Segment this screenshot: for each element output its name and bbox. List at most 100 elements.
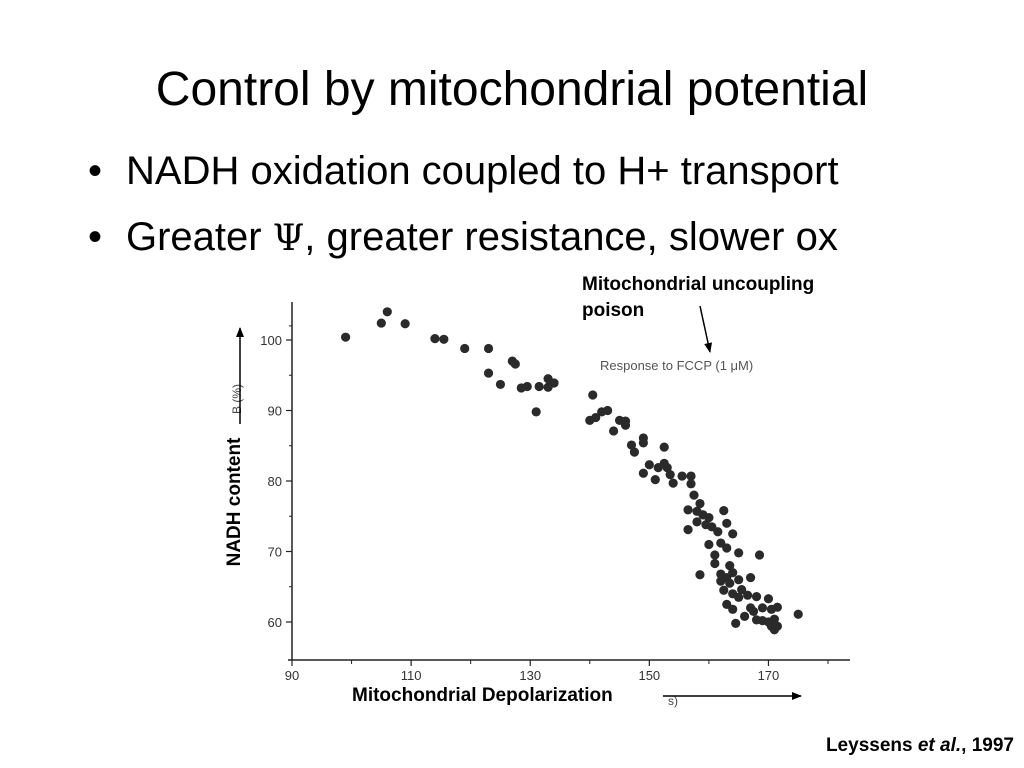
citation-etal: et al. <box>917 735 962 756</box>
data-point <box>722 543 732 553</box>
data-point <box>626 440 637 450</box>
citation-author: Leyssens <box>825 735 918 756</box>
data-point <box>483 343 494 354</box>
data-point <box>704 513 714 523</box>
data-point <box>638 468 648 478</box>
x-tick-label: 90 <box>285 668 299 683</box>
data-point <box>588 390 598 400</box>
chart-ticks: 60 70 80 90 100 90 110 130 150 170 <box>260 325 829 683</box>
data-point <box>483 368 494 378</box>
data-point <box>793 609 803 619</box>
citation: Leyssens et al., 1997 <box>826 735 1014 757</box>
bullet-text: Greater <box>126 215 273 259</box>
y-axis-label: NADH content <box>224 437 245 566</box>
data-point <box>659 442 669 452</box>
annotation-line: Mitochondrial uncoupling <box>582 274 815 295</box>
data-point <box>665 470 675 480</box>
data-point <box>382 307 392 317</box>
data-point <box>341 332 351 342</box>
data-point <box>769 614 780 624</box>
annotation-fccp: Mitochondrial uncoupling poison <box>582 272 814 324</box>
data-point <box>531 407 541 417</box>
data-point <box>683 505 693 515</box>
bullet-item: NADH oxidation coupled to H+ transport <box>88 138 839 204</box>
data-point <box>460 343 470 354</box>
slide-title: Control by mitochondrial potential <box>155 63 869 117</box>
data-point <box>710 558 720 569</box>
data-point <box>400 319 410 329</box>
data-point <box>620 420 631 430</box>
x-label-fragment: s) <box>668 694 678 708</box>
x-tick-label: 150 <box>638 668 660 683</box>
data-point <box>731 618 741 629</box>
annotation-arrow <box>699 305 712 353</box>
data-point <box>737 584 747 595</box>
data-point <box>751 592 762 602</box>
data-point <box>719 506 729 516</box>
data-point <box>734 548 744 558</box>
data-point <box>695 498 705 509</box>
bullet-text: NADH oxidation coupled to H+ transport <box>126 149 839 193</box>
data-point <box>603 405 613 416</box>
data-point <box>772 602 782 612</box>
data-point <box>713 527 723 537</box>
data-point <box>725 561 735 571</box>
chart-points <box>341 307 803 635</box>
data-point <box>740 611 750 621</box>
bullet-text: , greater resistance, slower ox <box>304 215 838 259</box>
y-tick-label: 100 <box>260 333 282 348</box>
data-point <box>748 606 759 617</box>
data-point <box>683 525 693 535</box>
data-point <box>686 479 696 489</box>
data-point <box>662 463 672 473</box>
data-point <box>743 590 753 600</box>
chart-labels: Response to FCCP (1 μM) B (%) NADH content… <box>224 305 802 708</box>
y-tick-label: 60 <box>268 615 282 630</box>
data-point <box>710 550 720 560</box>
data-point <box>728 568 738 578</box>
data-point <box>692 517 702 527</box>
y-tick-label: 70 <box>268 545 282 560</box>
data-point <box>695 570 705 580</box>
data-point <box>734 575 744 585</box>
data-point <box>650 474 660 485</box>
data-point <box>668 478 678 488</box>
data-point <box>754 550 765 560</box>
y-tick-label: 80 <box>268 474 282 489</box>
data-point <box>439 334 449 344</box>
bullet-list: NADH oxidation coupled to H+ transport G… <box>88 138 839 272</box>
x-axis-label: Mitochondrial Depolarization <box>352 685 613 706</box>
data-point <box>745 572 756 583</box>
data-point <box>591 412 601 423</box>
data-point <box>757 603 768 613</box>
data-point <box>495 379 506 390</box>
data-point <box>677 471 687 481</box>
data-point <box>430 333 440 344</box>
data-point <box>510 359 520 369</box>
data-point <box>686 471 696 481</box>
data-point <box>549 378 559 388</box>
y-tick-label: 90 <box>268 404 282 419</box>
data-point <box>728 529 738 539</box>
psi-symbol: Ψ <box>272 218 305 259</box>
data-point <box>722 518 732 528</box>
data-point <box>728 604 738 614</box>
data-point <box>689 490 699 500</box>
data-point <box>772 621 782 631</box>
y-label-fragment: B (%) <box>230 384 244 414</box>
citation-year: , 1997 <box>961 735 1014 756</box>
x-tick-label: 130 <box>519 668 541 683</box>
annotation-line: poison <box>582 300 645 321</box>
data-point <box>522 381 532 392</box>
data-point <box>609 426 619 436</box>
data-point <box>376 318 386 328</box>
bullet-item: Greater Ψ, greater resistance, slower ox <box>88 204 839 272</box>
x-tick-label: 170 <box>758 668 780 683</box>
data-point <box>638 438 648 448</box>
data-point <box>644 460 654 470</box>
data-point <box>763 594 774 604</box>
data-point <box>534 381 544 392</box>
data-point <box>704 539 714 550</box>
data-point <box>629 447 640 457</box>
